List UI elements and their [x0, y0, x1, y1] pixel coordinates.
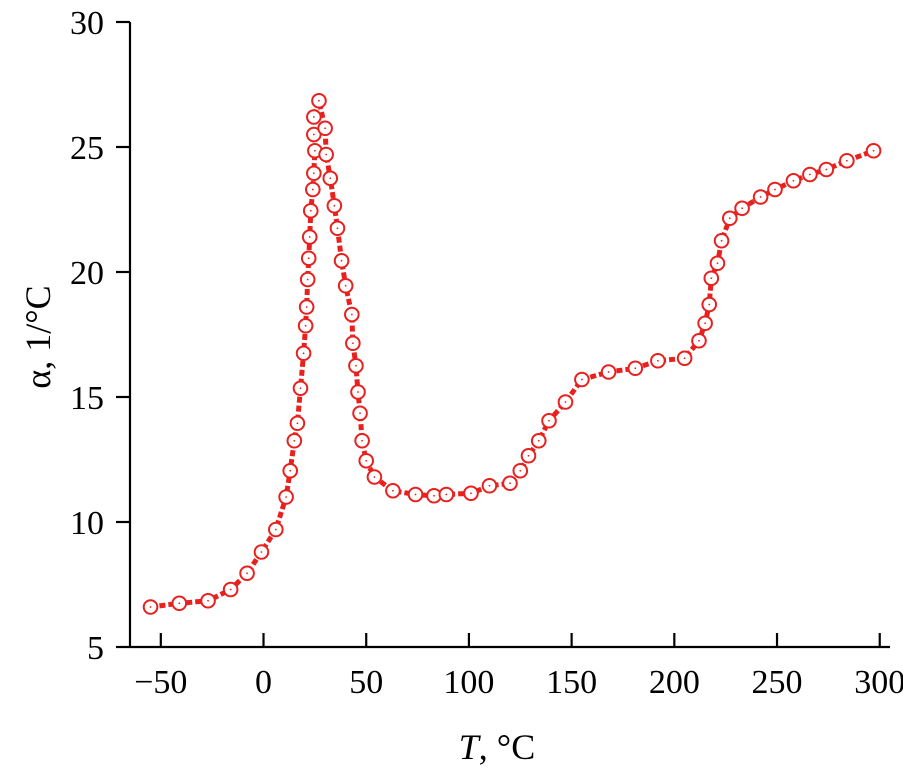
data-point-center [433, 494, 435, 497]
data-point-center [178, 602, 181, 605]
data-point-center [309, 209, 312, 212]
data-point-center [274, 528, 277, 531]
data-point-center [872, 149, 875, 152]
data-point-center [325, 153, 328, 156]
data-point-center [299, 387, 302, 390]
data-point-center [329, 177, 332, 180]
x-tick-label: 0 [255, 664, 272, 701]
data-point-center [488, 484, 491, 487]
y-axis-title: α, 1/°C [18, 285, 58, 388]
data-point-center [336, 227, 339, 230]
data-point-center [720, 239, 723, 242]
series-line [150, 98, 875, 610]
data-point-center [683, 357, 686, 360]
x-axis-ticks: −50 0 50 100 150 200 250 300 [134, 633, 903, 701]
data-point-center [708, 303, 711, 306]
data-point-center [710, 277, 713, 280]
data-point-center [311, 188, 314, 191]
data-point-center [318, 99, 320, 102]
x-axis-title-variable: T [459, 727, 482, 767]
y-tick-label: 20 [70, 255, 104, 292]
data-point-center [704, 322, 707, 325]
data-point-center [304, 324, 307, 327]
x-tick-label: 150 [546, 664, 597, 701]
data-point-center [289, 469, 292, 472]
data-point-center [519, 469, 522, 472]
data-point-center [359, 412, 361, 415]
data-point-center [470, 492, 472, 495]
data-point-center [312, 133, 315, 136]
x-tick-label: −50 [134, 664, 187, 701]
data-point-center [365, 459, 368, 462]
x-tick-label: 300 [854, 664, 903, 701]
data-point-center [445, 493, 448, 496]
x-tick-label: 100 [443, 664, 494, 701]
data-point-center [716, 262, 719, 265]
data-point-center [306, 278, 309, 281]
y-tick-label: 10 [70, 505, 104, 542]
data-point-center [509, 482, 511, 485]
data-point-center [741, 207, 744, 210]
data-point-center [324, 127, 327, 130]
data-point-center [808, 173, 811, 176]
data-point-center [607, 371, 610, 373]
data-point-center [634, 367, 637, 370]
x-axis-title: T, °C [459, 727, 535, 767]
data-point-center [340, 259, 343, 262]
data-point-center [344, 284, 347, 287]
data-point-center [548, 419, 550, 422]
data-point-center [698, 339, 700, 342]
data-point-center [333, 204, 336, 207]
data-point-center [313, 149, 316, 152]
data-point-center [414, 493, 417, 496]
x-tick-label: 250 [752, 664, 803, 701]
x-tick-label: 50 [349, 664, 383, 701]
data-point-center [580, 378, 583, 381]
data-point-center [350, 313, 353, 316]
data-point-center [312, 172, 315, 175]
y-tick-label: 5 [87, 630, 104, 667]
y-tick-label: 30 [70, 5, 104, 42]
data-point-center [302, 352, 305, 355]
data-point-center [564, 401, 567, 403]
data-point-center [312, 116, 315, 118]
axes [128, 22, 890, 649]
data-point-center [246, 572, 248, 575]
series-markers [142, 92, 882, 615]
data-point-center [392, 489, 394, 492]
data-point-center [357, 391, 359, 393]
data-point-center [373, 476, 376, 478]
data-point-center [774, 188, 776, 191]
series-layer [142, 92, 882, 615]
data-point-center [260, 551, 263, 553]
data-point-center [308, 236, 311, 238]
data-point-center [293, 439, 296, 442]
data-point-center [845, 159, 848, 162]
data-point-center [537, 439, 540, 442]
data-point-center [759, 196, 762, 198]
y-axis-ticks: 5 10 15 20 25 30 [70, 5, 130, 667]
y-tick-label: 25 [70, 130, 104, 167]
data-point-center [305, 306, 308, 308]
data-point-center [355, 364, 357, 367]
data-point-center [728, 217, 731, 220]
data-point-center [792, 179, 795, 182]
data-point-center [656, 359, 659, 362]
data-point-center [825, 168, 828, 171]
data-point-center [296, 422, 299, 425]
data-point-center [361, 439, 364, 442]
data-point-center [207, 599, 209, 602]
data-point-center [527, 454, 530, 457]
y-tick-label: 15 [70, 380, 104, 417]
data-point-center [229, 588, 232, 591]
data-point-center [149, 606, 152, 608]
data-point-center [285, 496, 288, 498]
data-point-center [351, 342, 354, 345]
x-tick-label: 200 [649, 664, 700, 701]
data-point-center [307, 257, 310, 260]
x-axis-title-unit: , °C [479, 727, 535, 767]
